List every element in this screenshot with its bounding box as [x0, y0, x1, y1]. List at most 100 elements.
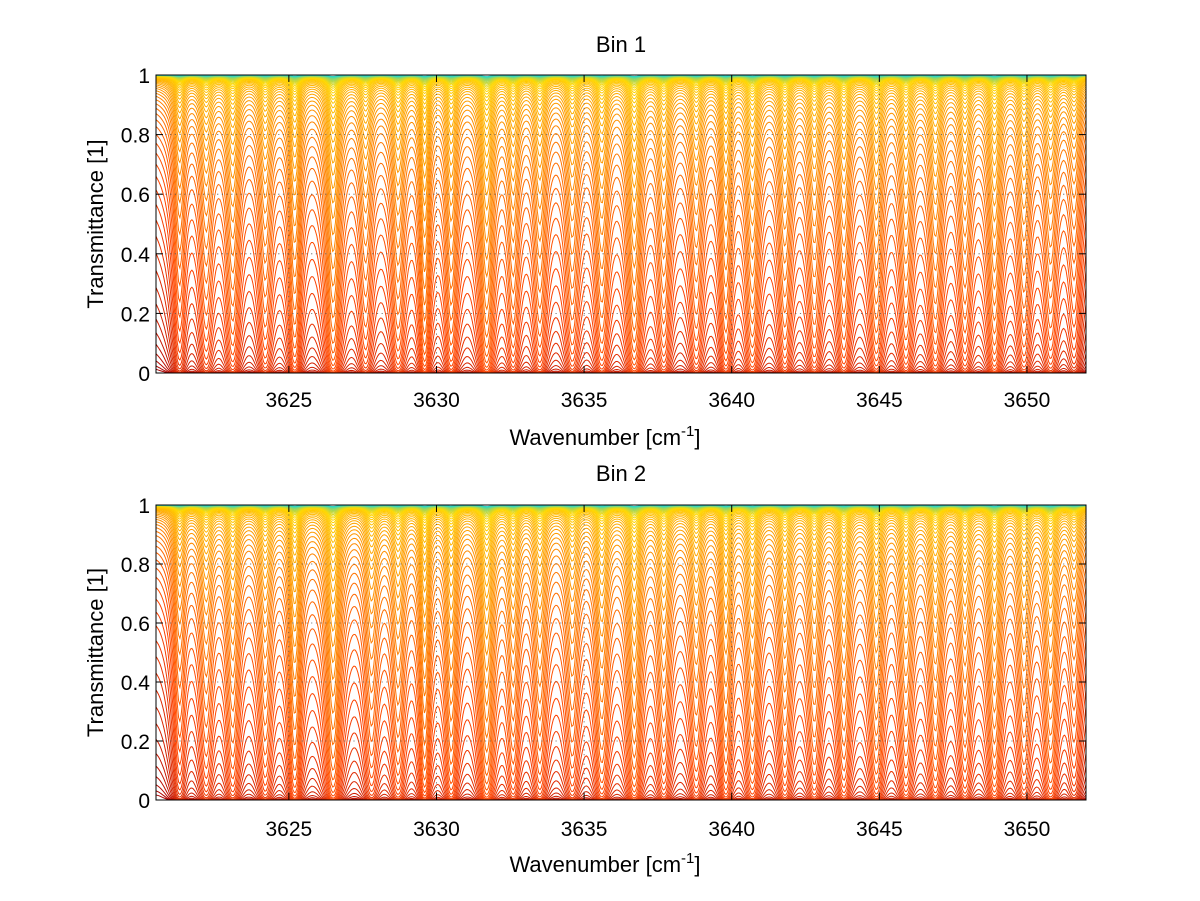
series-line — [155, 219, 1087, 374]
series-line — [155, 576, 1087, 796]
series-group — [155, 504, 1087, 801]
series-line — [155, 103, 1087, 295]
x-tick-label: 3650 — [1004, 389, 1051, 412]
series-line — [155, 506, 1087, 528]
series-line — [155, 521, 1087, 673]
y-tick-label: 0.2 — [121, 303, 150, 326]
series-line — [155, 540, 1087, 754]
y-axis-label: Transmittance [1] — [83, 139, 108, 308]
bin-2-panel: Bin 2 3625 3630 3635 3640 3645 3650 0 0.2 0.4 0.6 0… — [83, 461, 1087, 877]
series-line — [155, 516, 1087, 641]
series-line — [155, 204, 1087, 374]
series-line — [155, 611, 1087, 801]
y-tick-label: 0.8 — [121, 554, 150, 577]
series-line — [155, 559, 1087, 785]
series-line — [155, 512, 1087, 600]
series-line — [155, 598, 1087, 800]
x-tick-label: 3625 — [265, 389, 312, 412]
y-tick-label: 1 — [138, 65, 150, 88]
series-line — [155, 510, 1087, 578]
series-line — [155, 672, 1087, 801]
y-tick-label: 1 — [138, 495, 150, 518]
series-line — [156, 76, 1087, 99]
x-tick-label: 3650 — [1004, 818, 1051, 841]
series-line — [155, 113, 1087, 326]
series-line — [155, 524, 1087, 690]
series-line — [155, 152, 1087, 368]
series-line — [155, 506, 1087, 536]
x-axis-label: Wavenumber [cm-1] — [509, 850, 700, 877]
x-tick-label: 3645 — [856, 818, 903, 841]
series-line — [155, 640, 1087, 801]
y-tick-label: 0 — [138, 790, 150, 813]
series-line — [155, 79, 1087, 139]
x-tick-label: 3635 — [561, 389, 608, 412]
series-line — [155, 86, 1087, 197]
series-line — [155, 119, 1087, 339]
series-line — [155, 163, 1087, 371]
series-line — [155, 99, 1087, 279]
series-line — [155, 587, 1087, 798]
series-line — [155, 567, 1087, 791]
series-line — [155, 176, 1087, 373]
axes-frame — [155, 74, 1087, 374]
series-line — [155, 530, 1087, 724]
series-line — [155, 236, 1087, 374]
series-line — [155, 527, 1087, 707]
y-tick-label: 0 — [138, 363, 150, 386]
chart-title: Bin 1 — [596, 32, 646, 57]
x-tick-label: 3645 — [856, 389, 903, 412]
series-line — [155, 552, 1087, 777]
series-line — [155, 535, 1087, 740]
series-line — [155, 656, 1087, 801]
series-line — [155, 507, 1087, 547]
axes-frame — [155, 504, 1087, 801]
series-line — [155, 507, 1087, 541]
series-line — [155, 83, 1087, 170]
series-line — [155, 625, 1087, 801]
x-tick-label: 3635 — [561, 818, 608, 841]
series-line — [155, 78, 1087, 123]
series-line — [155, 90, 1087, 228]
series-line — [155, 76, 1087, 106]
series-line — [155, 79, 1087, 131]
series-line — [155, 84, 1087, 183]
series-line — [156, 506, 1087, 532]
series-line — [155, 518, 1087, 657]
series-line — [155, 80, 1087, 148]
series-line — [155, 87, 1087, 212]
x-tick-label: 3640 — [708, 389, 755, 412]
bin-1-panel: Bin 1 3625 3630 3635 3640 3645 3650 0 0.2 0.4 0.6 0… — [83, 32, 1087, 450]
x-tick-label: 3630 — [413, 389, 460, 412]
series-line — [155, 81, 1087, 158]
series-line — [155, 509, 1087, 568]
series-line — [155, 126, 1087, 349]
series-line — [155, 77, 1087, 111]
y-axis-label: Transmittance [1] — [83, 568, 108, 737]
series-line — [155, 92, 1087, 244]
series-line — [155, 107, 1087, 311]
series-line — [155, 545, 1087, 766]
y-tick-label: 0.6 — [121, 184, 150, 207]
series-line — [155, 189, 1087, 374]
series-group — [155, 74, 1087, 374]
y-tick-label: 0.4 — [121, 244, 151, 267]
x-tick-label: 3625 — [265, 818, 312, 841]
series-line — [156, 508, 1087, 560]
series-line — [156, 76, 1087, 102]
series-line — [156, 508, 1087, 553]
series-line — [155, 142, 1087, 364]
series-line — [155, 511, 1087, 588]
y-tick-label: 0.6 — [121, 613, 150, 636]
y-tick-label: 0.8 — [121, 125, 150, 148]
x-tick-label: 3630 — [413, 818, 460, 841]
series-line — [155, 515, 1087, 626]
series-line — [155, 133, 1087, 358]
series-line — [155, 77, 1087, 117]
y-tick-label: 0.4 — [121, 672, 151, 695]
chart-title: Bin 2 — [596, 461, 646, 486]
series-line — [156, 505, 1087, 525]
x-axis-label: Wavenumber [cm-1] — [509, 423, 700, 450]
series-line — [155, 253, 1087, 374]
